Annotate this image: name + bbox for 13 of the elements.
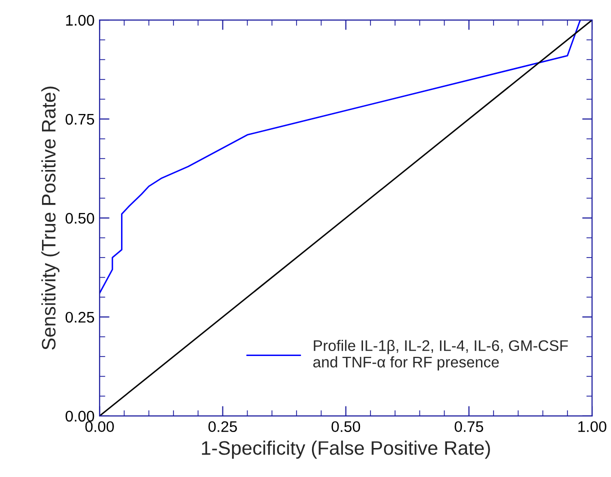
x-tick-label: 1.00 <box>578 421 606 432</box>
x-tick-label: 0.75 <box>454 421 484 432</box>
y-tick-label: 0.50 <box>66 212 94 224</box>
y-tick-label: 1.00 <box>66 14 94 26</box>
y-tick-label: 0.25 <box>66 312 94 323</box>
legend-label: Profile IL-1β, IL-2, IL-4, IL-6, GM-CSF and TNF-α for RF presence <box>313 340 568 371</box>
y-tick-label: 0.75 <box>66 114 94 125</box>
x-tick-label: 0.00 <box>85 421 114 432</box>
y-axis-title: Sensitivity (True Positive Rate) <box>41 86 60 350</box>
x-axis-title: 1-Specificity (False Positive Rate) <box>202 440 490 459</box>
x-tick-label: 0.25 <box>208 421 237 432</box>
x-tick-label: 0.50 <box>332 421 360 432</box>
y-tick-label: 0.00 <box>66 410 94 422</box>
